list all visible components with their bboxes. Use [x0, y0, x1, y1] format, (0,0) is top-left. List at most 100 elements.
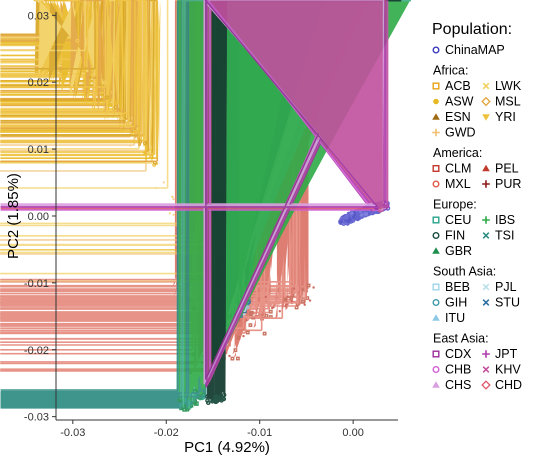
legend-marker — [482, 82, 490, 90]
legend-label: JPT — [495, 347, 518, 361]
y-tick-label: 0.00 — [28, 211, 49, 223]
data-point — [0, 0, 190, 398]
legend-entry-acb: ACB — [432, 79, 471, 93]
data-point — [70, 0, 87, 87]
legend-marker — [432, 231, 440, 239]
data-point — [230, 356, 235, 361]
data-point — [146, 0, 152, 152]
legend-entry-yri: YRI — [482, 110, 516, 124]
legend-entry-esn: ESN — [432, 110, 471, 124]
y-tick-label: 0.01 — [28, 144, 49, 156]
legend-label: IBS — [495, 213, 515, 227]
data-point — [0, 0, 130, 114]
legend-marker — [482, 366, 490, 373]
x-axis-title: PC1 (4.92%) — [184, 439, 270, 456]
data-point — [350, 211, 354, 215]
data-point — [138, 143, 142, 147]
legend-marker — [482, 180, 490, 188]
data-point — [120, 0, 131, 119]
legend-label: GIH — [445, 296, 467, 310]
legend-marker — [482, 216, 490, 224]
legend-entry-jpt: JPT — [482, 347, 518, 361]
legend-entry-pjl: PJL — [482, 280, 517, 294]
data-point — [0, 0, 158, 159]
legend-entry-tsi: TSI — [482, 229, 514, 243]
data-point — [93, 76, 97, 79]
x-axis: -0.03 -0.02 -0.01 0.00 — [56, 419, 398, 439]
legend-label: PUR — [495, 177, 521, 191]
data-point — [306, 283, 311, 288]
data-point — [312, 286, 315, 289]
data-point — [140, 0, 146, 139]
data-point — [363, 212, 367, 216]
legend-label: CHB — [445, 363, 471, 377]
data-point — [118, 0, 124, 124]
legend-entry-pur: PUR — [482, 177, 521, 191]
data-point — [88, 75, 92, 79]
data-point — [289, 296, 294, 300]
legend-marker — [432, 113, 440, 120]
y-tick-label: -0.01 — [24, 278, 49, 290]
data-point — [0, 0, 126, 122]
legend-marker — [432, 299, 440, 307]
legend-marker — [482, 283, 490, 291]
data-point — [278, 310, 281, 313]
legend-entry-itu: ITU — [432, 311, 465, 325]
legend-label: PEL — [495, 162, 519, 176]
legend-entry-gwd: GWD — [432, 126, 476, 140]
legend-entry-asw: ASW — [433, 95, 474, 109]
data-point — [205, 398, 210, 403]
data-point — [120, 113, 125, 118]
legend-label: ASW — [445, 95, 474, 109]
data-point — [245, 330, 250, 335]
legend-label: MXL — [445, 177, 471, 191]
series-east-asia — [0, 0, 390, 388]
legend-entry-stu: STU — [482, 296, 520, 310]
legend-marker — [482, 164, 490, 172]
data-point — [172, 198, 175, 201]
legend-marker — [432, 180, 440, 188]
y-tick-label: 0.02 — [28, 77, 49, 89]
data-point — [149, 146, 153, 149]
y-tick-label: -0.02 — [24, 345, 49, 357]
legend-label: GBR — [445, 244, 472, 258]
data-point — [262, 331, 267, 336]
data-point — [0, 0, 96, 70]
data-point — [121, 0, 128, 128]
legend-entry-pel: PEL — [482, 162, 519, 176]
data-point — [75, 38, 80, 43]
legend-entry-ibs: IBS — [482, 213, 515, 227]
legend-entry-ceu: CEU — [432, 213, 471, 227]
legend-label: CLM — [445, 162, 471, 176]
data-point — [216, 397, 222, 403]
data-point — [209, 0, 383, 210]
data-point — [301, 299, 305, 304]
legend-marker — [432, 366, 440, 374]
data-point — [228, 354, 231, 358]
legend-label: BEB — [445, 280, 470, 294]
legend-marker — [432, 350, 440, 358]
data-point — [0, 0, 107, 88]
legend-label: LWK — [495, 79, 522, 93]
legend-group-title: South Asia: — [433, 265, 496, 279]
data-point — [162, 181, 165, 184]
x-tick-label: -0.02 — [154, 427, 179, 439]
legend-label: ACB — [445, 79, 471, 93]
legend-entry-clm: CLM — [432, 162, 471, 176]
legend-group-title: America: — [433, 146, 482, 160]
data-point — [290, 299, 294, 303]
legend-entry-chs: CHS — [432, 378, 471, 392]
legend-entry-msl: MSL — [481, 95, 521, 109]
data-point — [113, 105, 118, 110]
legend-title: Population: — [432, 21, 512, 38]
data-point — [248, 323, 253, 327]
x-tick-label: -0.03 — [60, 427, 85, 439]
data-point — [151, 0, 157, 156]
legend-marker — [432, 314, 440, 321]
data-point — [359, 213, 364, 217]
data-point — [48, 0, 82, 82]
data-point — [138, 139, 143, 144]
x-tick-label: 0.00 — [342, 427, 363, 439]
legend-entry-gbr: GBR — [432, 244, 472, 258]
